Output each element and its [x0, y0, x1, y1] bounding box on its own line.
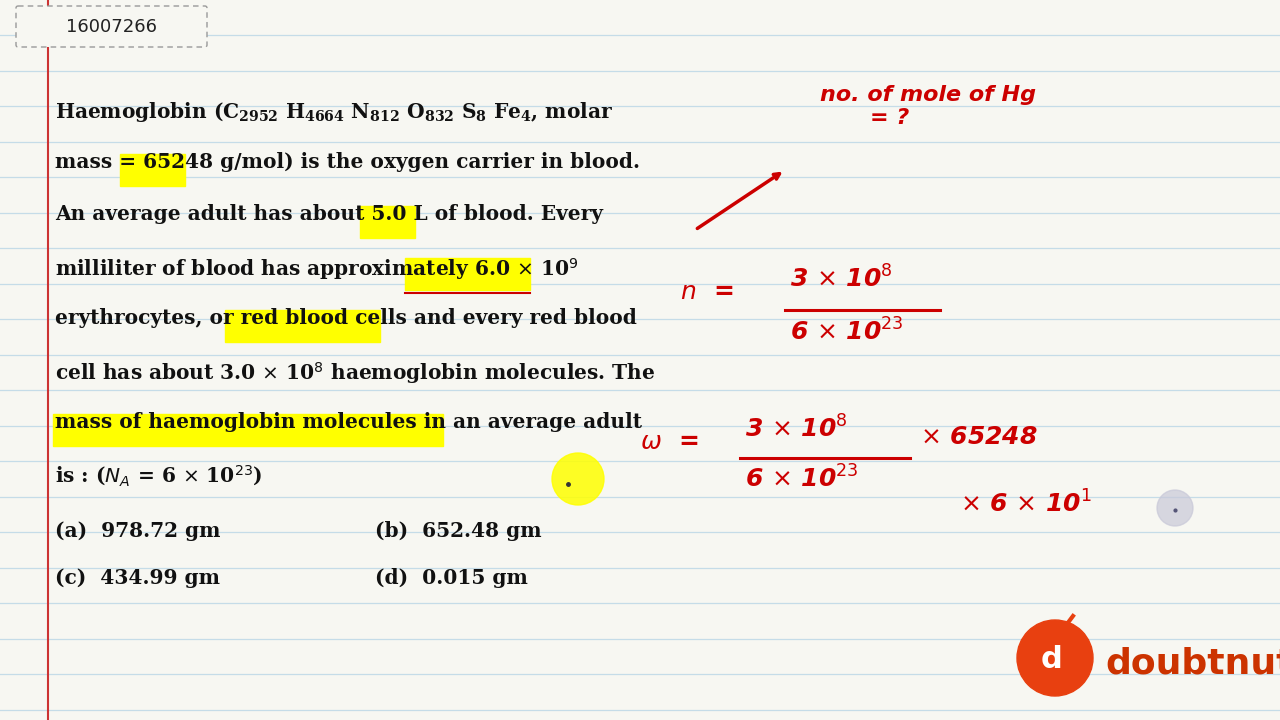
- Text: Haemoglobin ($\mathregular{C_{2952}}$ $\mathregular{H_{4664}}$ $\mathregular{N_{: Haemoglobin ($\mathregular{C_{2952}}$ $\…: [55, 100, 613, 124]
- Text: (b)  652.48 gm: (b) 652.48 gm: [375, 521, 541, 541]
- Bar: [52, 414, 443, 446]
- Text: $\times$ 6 $\times$ 10$^1$: $\times$ 6 $\times$ 10$^1$: [960, 490, 1092, 517]
- Bar: [404, 258, 530, 290]
- Circle shape: [1157, 490, 1193, 526]
- Text: $n$  =: $n$ =: [680, 280, 733, 304]
- Bar: [225, 310, 380, 342]
- Text: (c)  434.99 gm: (c) 434.99 gm: [55, 568, 220, 588]
- Bar: [360, 206, 415, 238]
- Text: 3 $\times$ 10$^8$: 3 $\times$ 10$^8$: [745, 415, 847, 442]
- Circle shape: [552, 453, 604, 505]
- Text: 6 $\times$ 10$^{23}$: 6 $\times$ 10$^{23}$: [790, 318, 904, 345]
- Text: erythrocytes, or red blood cells and every red blood: erythrocytes, or red blood cells and eve…: [55, 308, 637, 328]
- Text: cell has about 3.0 $\times$ 10$^8$ haemoglobin molecules. The: cell has about 3.0 $\times$ 10$^8$ haemo…: [55, 360, 655, 386]
- FancyBboxPatch shape: [15, 6, 207, 47]
- Text: $\omega$  =: $\omega$ =: [640, 430, 699, 454]
- Text: (a)  978.72 gm: (a) 978.72 gm: [55, 521, 220, 541]
- Text: doubtnut: doubtnut: [1105, 647, 1280, 681]
- Text: mass of haemoglobin molecules in an average adult: mass of haemoglobin molecules in an aver…: [55, 412, 643, 432]
- Text: 3 $\times$ 10$^8$: 3 $\times$ 10$^8$: [790, 265, 892, 292]
- Text: d: d: [1041, 646, 1062, 675]
- Text: milliliter of blood has approximately 6.0 $\times$ 10$^9$: milliliter of blood has approximately 6.…: [55, 256, 579, 282]
- Text: no. of mole of Hg: no. of mole of Hg: [820, 85, 1036, 105]
- Text: An average adult has about 5.0 L of blood. Every: An average adult has about 5.0 L of bloo…: [55, 204, 603, 224]
- Circle shape: [1018, 620, 1093, 696]
- Text: 16007266: 16007266: [67, 17, 157, 35]
- Text: (d)  0.015 gm: (d) 0.015 gm: [375, 568, 527, 588]
- Text: mass = 65248 g/mol) is the oxygen carrier in blood.: mass = 65248 g/mol) is the oxygen carrie…: [55, 152, 640, 172]
- Bar: [120, 154, 186, 186]
- Text: is : ($N_A$ = 6 $\times$ 10$^{23}$): is : ($N_A$ = 6 $\times$ 10$^{23}$): [55, 464, 262, 488]
- Text: = ?: = ?: [870, 108, 909, 128]
- Text: $\times$ 65248: $\times$ 65248: [920, 425, 1038, 449]
- Text: 6 $\times$ 10$^{23}$: 6 $\times$ 10$^{23}$: [745, 465, 859, 492]
